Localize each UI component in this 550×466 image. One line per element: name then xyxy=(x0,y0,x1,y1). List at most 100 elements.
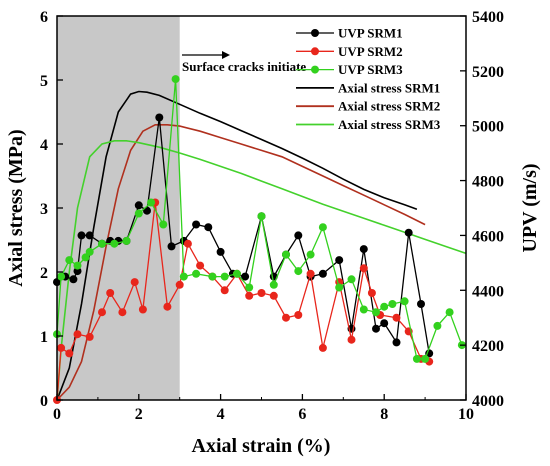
y-tick-label: 2 xyxy=(40,265,48,282)
upv-point-srm3 xyxy=(65,256,74,265)
y-axis-right: 4000 4200 4400 4600 4800 5000 5200 5400 xyxy=(460,9,504,410)
upv-point-srm2 xyxy=(138,305,147,314)
shaded-region xyxy=(57,16,180,400)
x-axis-title: Axial strain (%) xyxy=(192,435,331,457)
x-tick-label: 10 xyxy=(458,406,474,423)
upv-point-srm1 xyxy=(417,300,425,308)
legend-label: Axial stress SRM3 xyxy=(338,117,441,132)
legend-label: Axial stress SRM1 xyxy=(338,80,440,95)
stress-line-srm3 xyxy=(56,140,467,401)
upv-point-srm3 xyxy=(388,300,397,308)
x-tick-label: 6 xyxy=(298,406,306,423)
upv-point-srm3 xyxy=(98,239,106,248)
annotation: Surface cracks initiate xyxy=(182,51,306,74)
upv-point-srm3 xyxy=(208,272,217,281)
upv-point-srm2 xyxy=(130,278,139,287)
legend-swatch-marker xyxy=(311,65,319,74)
x-tick-label: 8 xyxy=(380,406,388,423)
upv-point-srm2 xyxy=(118,308,127,317)
upv-point-srm3 xyxy=(122,236,131,245)
upv-point-srm3 xyxy=(179,272,188,281)
y2-tick-label: 4400 xyxy=(472,283,504,300)
upv-point-srm1 xyxy=(241,272,250,281)
upv-point-srm1 xyxy=(155,113,164,122)
upv-point-srm3 xyxy=(380,302,389,311)
annotation-text: Surface cracks initiate xyxy=(182,59,306,74)
upv-point-srm3 xyxy=(73,261,82,270)
upv-point-srm2 xyxy=(183,239,192,248)
upv-point-srm3 xyxy=(134,209,143,218)
upv-point-srm1 xyxy=(85,231,94,240)
upv-point-srm3 xyxy=(269,280,278,289)
legend-label: UVP SRM3 xyxy=(338,62,403,77)
upv-point-srm2 xyxy=(85,332,94,341)
upv-line-srm2 xyxy=(56,202,430,401)
y2-tick-label: 4000 xyxy=(472,393,504,410)
upv-point-srm3 xyxy=(85,247,94,256)
upv-lines xyxy=(53,75,466,404)
upv-point-srm1 xyxy=(134,201,143,210)
upv-point-srm1 xyxy=(359,245,368,254)
upv-point-srm2 xyxy=(318,343,327,352)
upv-point-srm1 xyxy=(192,220,201,229)
y-tick-label: 1 xyxy=(40,329,48,346)
upv-point-srm1 xyxy=(380,319,389,328)
upv-point-srm1 xyxy=(73,267,82,276)
upv-point-srm3 xyxy=(81,253,90,262)
upv-point-srm3 xyxy=(335,283,344,292)
legend-label: UVP SRM2 xyxy=(338,44,403,59)
upv-point-srm2 xyxy=(347,335,356,344)
upv-point-srm3 xyxy=(412,354,421,363)
upv-point-srm1 xyxy=(372,324,380,333)
upv-point-srm1 xyxy=(392,338,401,347)
upv-point-srm3 xyxy=(445,308,454,317)
legend-label: Axial stress SRM2 xyxy=(338,99,440,114)
x-tick-label: 4 xyxy=(217,406,225,423)
upv-point-srm2 xyxy=(306,269,315,278)
upv-point-srm1 xyxy=(204,223,213,232)
y2-tick-label: 4800 xyxy=(472,174,504,191)
upv-point-srm3 xyxy=(192,269,201,278)
legend-swatch-marker xyxy=(311,47,319,56)
upv-point-srm3 xyxy=(433,321,442,330)
y2-tick-label: 4200 xyxy=(472,338,504,355)
annotation-arrowhead xyxy=(222,51,230,59)
upv-point-srm1 xyxy=(404,228,413,237)
upv-point-srm3 xyxy=(372,308,380,317)
upv-point-srm2 xyxy=(257,289,266,297)
upv-point-srm2 xyxy=(392,313,401,322)
upv-point-srm2 xyxy=(98,308,106,317)
upv-point-srm2 xyxy=(220,286,229,295)
upv-point-srm3 xyxy=(318,223,327,232)
stress-lines xyxy=(56,90,467,401)
upv-point-srm2 xyxy=(73,330,82,339)
upv-point-srm3 xyxy=(282,250,290,259)
upv-point-srm1 xyxy=(69,275,78,284)
y-axis-left: 0 1 2 3 4 5 6 xyxy=(40,9,63,410)
upv-point-srm3 xyxy=(400,297,409,306)
upv-point-srm2 xyxy=(359,264,368,273)
y2-tick-label: 5400 xyxy=(472,9,504,26)
upv-point-srm3 xyxy=(257,212,266,221)
y2-tick-label: 5200 xyxy=(472,64,504,81)
upv-point-srm3 xyxy=(245,283,254,292)
upv-point-srm3 xyxy=(233,269,241,278)
y-tick-label: 5 xyxy=(40,73,48,90)
upv-point-srm2 xyxy=(245,291,254,300)
upv-point-srm3 xyxy=(359,305,368,314)
y2-tick-label: 5000 xyxy=(472,119,504,136)
y-tick-label: 6 xyxy=(40,9,48,26)
x-tick-label: 0 xyxy=(53,406,61,423)
upv-point-srm3 xyxy=(220,272,229,281)
upv-point-srm1 xyxy=(335,256,344,265)
upv-point-srm2 xyxy=(163,302,172,311)
upv-point-srm2 xyxy=(175,280,184,289)
upv-point-srm3 xyxy=(147,198,156,207)
upv-point-srm3 xyxy=(294,267,303,276)
upv-point-srm2 xyxy=(282,313,290,322)
legend-swatch-marker xyxy=(311,29,319,37)
upv-point-srm3 xyxy=(159,220,168,229)
x-tick-label: 2 xyxy=(135,406,143,423)
y2-tick-label: 4600 xyxy=(472,228,504,245)
